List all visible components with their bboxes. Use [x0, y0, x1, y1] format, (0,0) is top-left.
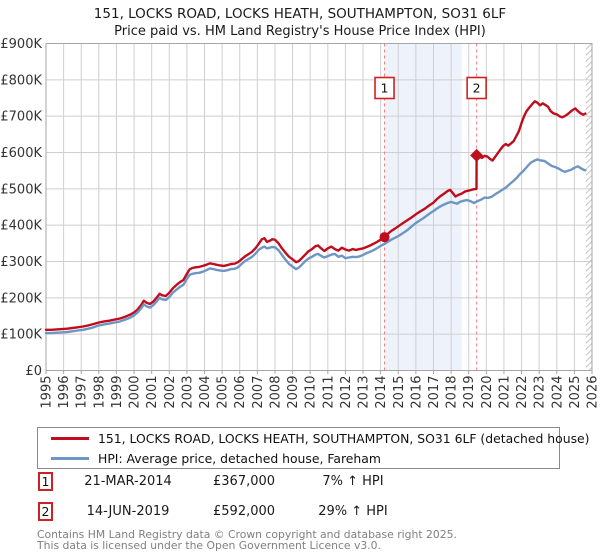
page-title: 151, LOCKS ROAD, LOCKS HEATH, SOUTHAMPTO… [93, 6, 507, 22]
page-subtitle: Price paid vs. HM Land Registry's House … [114, 24, 486, 39]
x-tick-label: 2017 [427, 376, 442, 409]
sale-number-badge-2: 2 [38, 501, 53, 521]
x-tick-label: 2014 [374, 376, 389, 409]
x-tick-label: 2010 [304, 376, 319, 409]
x-tick-label: 2002 [163, 376, 178, 409]
price-chart: 1 2 £0 £100K £200K £300K £400K £500K £600K £700K £… [0, 37, 600, 409]
sale-price-1: £367,000 [213, 473, 276, 489]
legend: 151, LOCKS ROAD, LOCKS HEATH, SOUTHAMPTO… [37, 427, 590, 469]
x-tick-label: 2018 [445, 376, 460, 409]
x-tick-label: 2019 [462, 376, 477, 409]
sale-vs-hpi-2: 29% ↑ HPI [318, 503, 388, 519]
x-tick-label: 2013 [357, 376, 372, 409]
x-tick-label: 2021 [497, 376, 512, 409]
sale-date-1: 21-MAR-2014 [84, 473, 172, 489]
x-tick-label: 2024 [550, 376, 565, 409]
sale-price-2: £592,000 [213, 503, 276, 519]
x-tick-label: 1997 [75, 376, 90, 409]
sale-marker-1 [379, 232, 390, 243]
sale-flag-box-1 [374, 76, 395, 100]
x-tick-label: 2008 [268, 376, 283, 409]
x-tick-label: 2012 [339, 376, 354, 409]
sale-date-2: 14-JUN-2019 [86, 503, 170, 519]
hpi-series-line [44, 158, 587, 335]
sale-marker-2 [470, 148, 484, 162]
property-series-line [44, 100, 587, 331]
y-tick-label: £500K [0, 182, 42, 197]
sale-annotations: 1 21-MAR-2014 £367,000 7% ↑ HPI 2 14-JUN… [38, 471, 413, 532]
x-tick-label: 2001 [145, 376, 160, 409]
y-tick-label: £100K [0, 328, 42, 343]
y-tick-label: £400K [0, 219, 42, 234]
sale-flag-number-2: 2 [473, 81, 481, 96]
legend-row-property: 151, LOCKS ROAD, LOCKS HEATH, SOUTHAMPTO… [38, 429, 590, 448]
sale-number-badge-1: 1 [38, 471, 53, 491]
y-tick-label: £0 [25, 364, 42, 379]
x-tick-label: 2015 [392, 376, 407, 409]
x-tick-label: 2025 [568, 376, 583, 409]
y-tick-label: £900K [0, 37, 42, 52]
x-tick-label: 2016 [409, 376, 424, 409]
x-tick-label: 2022 [515, 376, 530, 409]
x-tick-label: 2005 [216, 376, 231, 409]
ownership-period-band [384, 43, 462, 371]
footer-line-2: This data is licensed under the Open Gov… [37, 539, 381, 552]
x-tick-label: 2004 [198, 376, 213, 409]
x-tick-label: 2020 [480, 376, 495, 409]
sale-row-1: 1 21-MAR-2014 £367,000 7% ↑ HPI [38, 471, 413, 491]
x-tick-label: 2003 [180, 376, 195, 409]
x-tick-label: 1998 [92, 376, 107, 409]
footer-line-1: Contains HM Land Registry data © Crown c… [37, 528, 457, 541]
x-tick-label: 2009 [286, 376, 301, 409]
x-tick-label: 1995 [40, 376, 55, 409]
y-tick-label: £700K [0, 110, 42, 125]
footer: Contains HM Land Registry data © Crown c… [37, 529, 457, 551]
x-tick-label: 2007 [251, 376, 266, 409]
legend-label-property: 151, LOCKS ROAD, LOCKS HEATH, SOUTHAMPTO… [98, 431, 590, 446]
y-tick-label: £800K [0, 73, 42, 88]
x-tick-label: 2026 [586, 376, 600, 409]
sale-flag-box-2 [466, 76, 487, 100]
legend-label-hpi: HPI: Average price, detached house, Fare… [98, 451, 381, 466]
sale-flag-number-1: 1 [381, 81, 389, 96]
sale-vs-hpi-1: 7% ↑ HPI [322, 473, 384, 489]
y-tick-label: £200K [0, 291, 42, 306]
x-tick-label: 2011 [321, 376, 336, 409]
hpi-line-swatch [51, 457, 89, 460]
x-tick-label: 2023 [533, 376, 548, 409]
y-tick-label: £600K [0, 146, 42, 161]
x-tick-label: 2000 [128, 376, 143, 409]
property-line-swatch [51, 437, 89, 440]
sale-row-2: 2 14-JUN-2019 £592,000 29% ↑ HPI [38, 501, 413, 521]
plot-border [45, 43, 593, 371]
x-tick-label: 2006 [233, 376, 248, 409]
future-hatch [585, 43, 593, 371]
y-tick-label: £300K [0, 255, 42, 270]
legend-row-hpi: HPI: Average price, detached house, Fare… [38, 449, 559, 468]
x-tick-label: 1996 [57, 376, 72, 409]
x-tick-label: 1999 [110, 376, 125, 409]
